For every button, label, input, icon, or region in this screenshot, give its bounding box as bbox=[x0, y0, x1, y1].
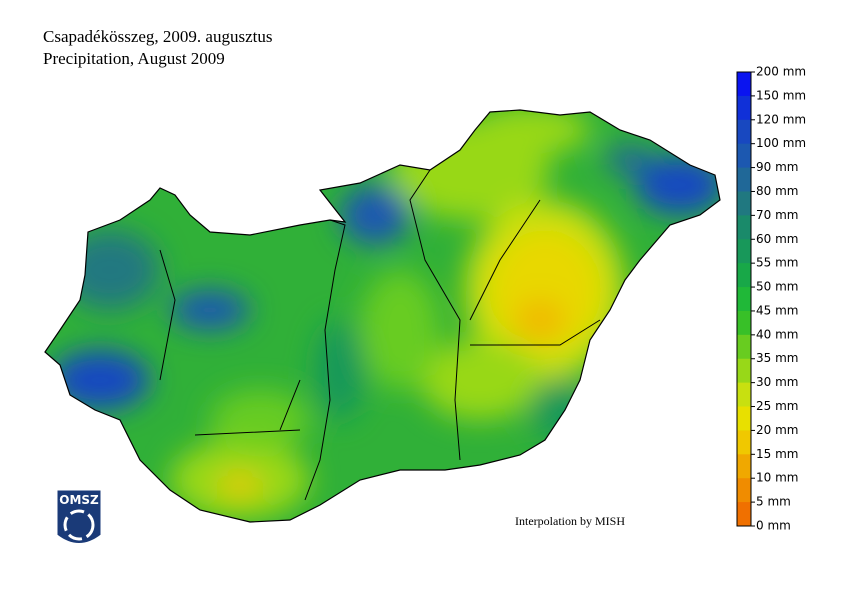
colorbar-segment bbox=[737, 191, 751, 216]
colorbar-segment bbox=[737, 95, 751, 121]
colorbar-label: 35 mm bbox=[756, 351, 798, 365]
colorbar-segment bbox=[737, 358, 751, 384]
colorbar-label: 80 mm bbox=[756, 184, 798, 198]
colorbar-segment bbox=[737, 215, 751, 240]
colorbar-segment bbox=[737, 239, 751, 264]
colorbar-segment bbox=[737, 430, 751, 455]
colorbar-segment bbox=[737, 310, 751, 336]
credit: Interpolation by MISH bbox=[515, 514, 625, 528]
colorbar-label: 200 mm bbox=[756, 65, 806, 79]
logo: OMSZ bbox=[56, 489, 102, 544]
colorbar-label: 70 mm bbox=[756, 208, 798, 222]
colorbar-label: 55 mm bbox=[756, 256, 798, 270]
colorbar-label: 20 mm bbox=[756, 423, 798, 437]
colorbar-label: 0 mm bbox=[756, 519, 791, 533]
colorbar-segment bbox=[737, 143, 751, 169]
colorbar-segment bbox=[737, 454, 751, 479]
colorbar-label: 100 mm bbox=[756, 136, 806, 150]
colorbar: 200 mm 150 mm 120 mm 100 mm 90 mm 80 mm 70 mm 6… bbox=[736, 65, 806, 533]
colorbar-segment bbox=[737, 382, 751, 408]
colorbar-label: 15 mm bbox=[756, 447, 798, 461]
colorbar-label: 90 mm bbox=[756, 160, 798, 174]
colorbar-segment bbox=[737, 502, 751, 527]
colorbar-segment bbox=[737, 287, 751, 312]
colorbar-label: 40 mm bbox=[756, 327, 798, 341]
logo-text: OMSZ bbox=[59, 493, 99, 507]
colorbar-segment bbox=[737, 478, 751, 503]
colorbar-segment bbox=[737, 167, 751, 192]
colorbar-segment bbox=[737, 334, 751, 360]
colorbar-segment bbox=[737, 72, 751, 97]
precipitation-map bbox=[45, 110, 720, 522]
colorbar-segment bbox=[737, 406, 751, 431]
colorbar-segment bbox=[737, 119, 751, 145]
colorbar-label: 25 mm bbox=[756, 399, 798, 413]
colorbar-frame bbox=[736, 71, 752, 527]
colorbar-segment bbox=[737, 263, 751, 288]
border bbox=[44, 109, 721, 523]
colorbar-label: 45 mm bbox=[756, 303, 798, 317]
colorbar-label: 120 mm bbox=[756, 112, 806, 126]
colorbar-label: 5 mm bbox=[756, 495, 791, 509]
subtitle: Precipitation, August 2009 bbox=[43, 49, 225, 68]
colorbar-label: 30 mm bbox=[756, 375, 798, 389]
colorbar-label: 50 mm bbox=[756, 280, 798, 294]
colorbar-label: 150 mm bbox=[756, 88, 806, 102]
colorbar-label: 10 mm bbox=[756, 471, 798, 485]
colorbar-label: 60 mm bbox=[756, 232, 798, 246]
title: Csapadékösszeg, 2009. augusztus bbox=[43, 27, 272, 46]
